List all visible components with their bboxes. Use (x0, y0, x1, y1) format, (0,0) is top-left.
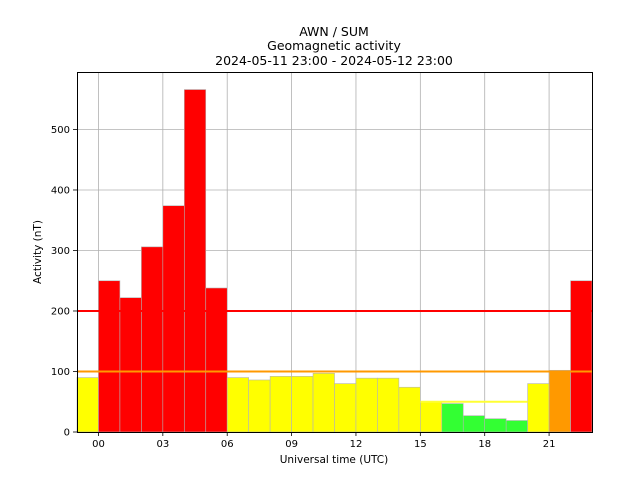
x-tick-label: 03 (156, 439, 169, 450)
activity-bar (248, 379, 271, 433)
activity-bar (570, 280, 593, 433)
x-tick-label: 12 (350, 439, 363, 450)
activity-bar (355, 377, 378, 433)
chart-title-line-1: AWN / SUM (299, 24, 369, 39)
chart-title-line-2: Geomagnetic activity (267, 38, 401, 53)
activity-bar (98, 280, 121, 433)
x-tick-label: 21 (543, 439, 556, 450)
activity-bar (119, 297, 142, 433)
activity-bar (420, 401, 443, 433)
activity-bar (76, 377, 99, 433)
activity-bar (312, 373, 335, 433)
y-tick-label: 100 (51, 367, 70, 378)
activity-bar (226, 377, 249, 433)
activity-bar (377, 377, 400, 433)
y-tick-label: 300 (51, 246, 70, 257)
plot-frame (77, 72, 593, 433)
y-tick-labels: 0 100 200 300 400 500 (51, 125, 70, 439)
activity-bar (291, 376, 314, 433)
x-tick-label: 18 (478, 439, 491, 450)
activity-bar (269, 376, 292, 433)
activity-bar (334, 383, 357, 433)
threshold-lines (77, 309, 592, 403)
axis-ticks (73, 129, 550, 436)
activity-bar (162, 205, 185, 433)
x-tick-labels: 00 03 06 09 12 15 18 21 (92, 439, 555, 450)
activity-bar (484, 418, 507, 433)
activity-bar (527, 383, 550, 433)
chart-title-line-3: 2024-05-11 23:00 - 2024-05-12 23:00 (215, 53, 453, 68)
x-tick-label: 15 (414, 439, 427, 450)
y-tick-label: 200 (51, 306, 70, 317)
y-tick-label: 400 (51, 185, 70, 196)
bars (76, 89, 593, 433)
activity-bar (205, 287, 228, 433)
activity-bar (398, 386, 421, 433)
x-tick-label: 09 (285, 439, 298, 450)
y-tick-label: 500 (51, 125, 70, 136)
activity-bar (183, 89, 207, 433)
activity-bar (548, 369, 571, 433)
activity-bar (462, 415, 486, 433)
x-axis-label: Universal time (UTC) (280, 454, 388, 466)
activity-bar (141, 246, 164, 433)
x-tick-label: 00 (92, 439, 105, 450)
y-axis-label: Activity (nT) (32, 220, 44, 284)
activity-bar (441, 403, 464, 433)
x-tick-label: 06 (221, 439, 234, 450)
y-tick-label: 0 (64, 428, 70, 439)
activity-bar (505, 420, 528, 433)
